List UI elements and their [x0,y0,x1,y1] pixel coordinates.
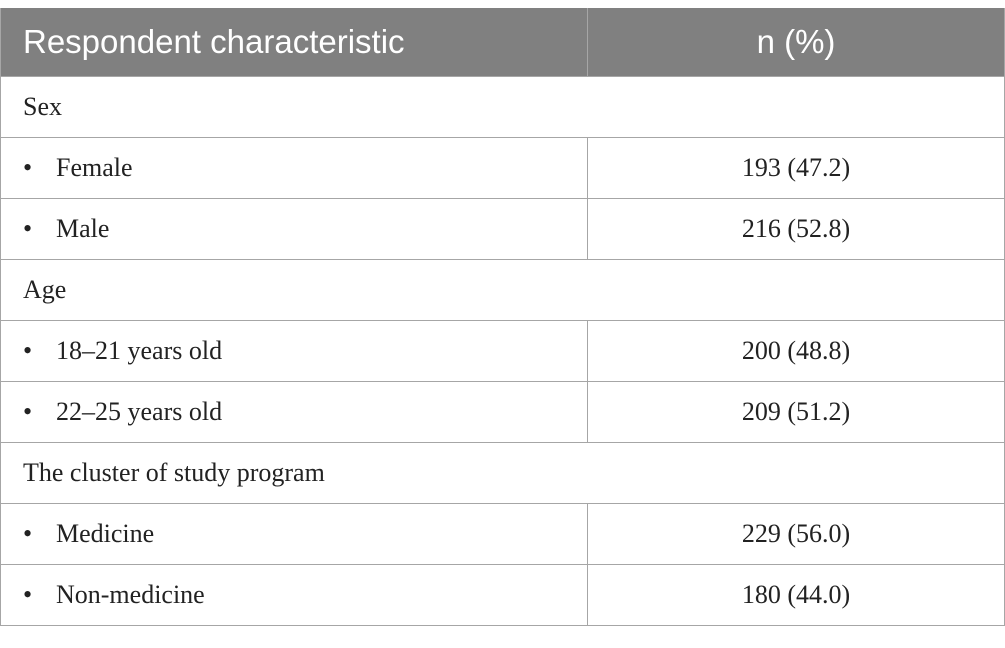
row-label-cell: • Male [0,198,588,260]
row-label-cell: • Female [0,137,588,199]
table-header: Respondent characteristic n (%) [0,8,1005,77]
row-label: Male [56,214,110,243]
section-row-age: Age [0,259,1005,321]
section-title: Age [0,259,1005,321]
characteristics-table: Respondent characteristic n (%) Sex • Fem… [0,8,1005,626]
header-characteristic: Respondent characteristic [0,8,588,77]
row-label-cell: • Medicine [0,503,588,565]
header-n-percent: n (%) [587,8,1005,77]
table-row: • Female 193 (47.2) [0,137,1005,199]
header-row: Respondent characteristic n (%) [0,8,1005,77]
row-value: 180 (44.0) [587,564,1005,626]
bullet-icon: • [23,397,33,426]
table-body: Sex • Female 193 (47.2) • Male 216 (52.8) … [0,76,1005,626]
bullet-icon: • [23,580,33,609]
row-value: 209 (51.2) [587,381,1005,443]
section-row-sex: Sex [0,76,1005,138]
characteristics-table-container: Respondent characteristic n (%) Sex • Fem… [0,8,1005,626]
row-label: Non-medicine [56,580,205,609]
bullet-icon: • [23,336,33,365]
table-row: • 22–25 years old 209 (51.2) [0,381,1005,443]
table-row: • 18–21 years old 200 (48.8) [0,320,1005,382]
bullet-icon: • [23,153,33,182]
table-row: • Male 216 (52.8) [0,198,1005,260]
row-label-cell: • 18–21 years old [0,320,588,382]
row-value: 216 (52.8) [587,198,1005,260]
row-label: Female [56,153,133,182]
bullet-icon: • [23,519,33,548]
table-row: • Medicine 229 (56.0) [0,503,1005,565]
bullet-icon: • [23,214,33,243]
section-row-study-program: The cluster of study program [0,442,1005,504]
section-title: Sex [0,76,1005,138]
row-label: Medicine [56,519,155,548]
row-value: 193 (47.2) [587,137,1005,199]
row-label: 18–21 years old [56,336,223,365]
row-label-cell: • Non-medicine [0,564,588,626]
table-row: • Non-medicine 180 (44.0) [0,564,1005,626]
section-title: The cluster of study program [0,442,1005,504]
row-label: 22–25 years old [56,397,223,426]
row-value: 200 (48.8) [587,320,1005,382]
row-label-cell: • 22–25 years old [0,381,588,443]
row-value: 229 (56.0) [587,503,1005,565]
